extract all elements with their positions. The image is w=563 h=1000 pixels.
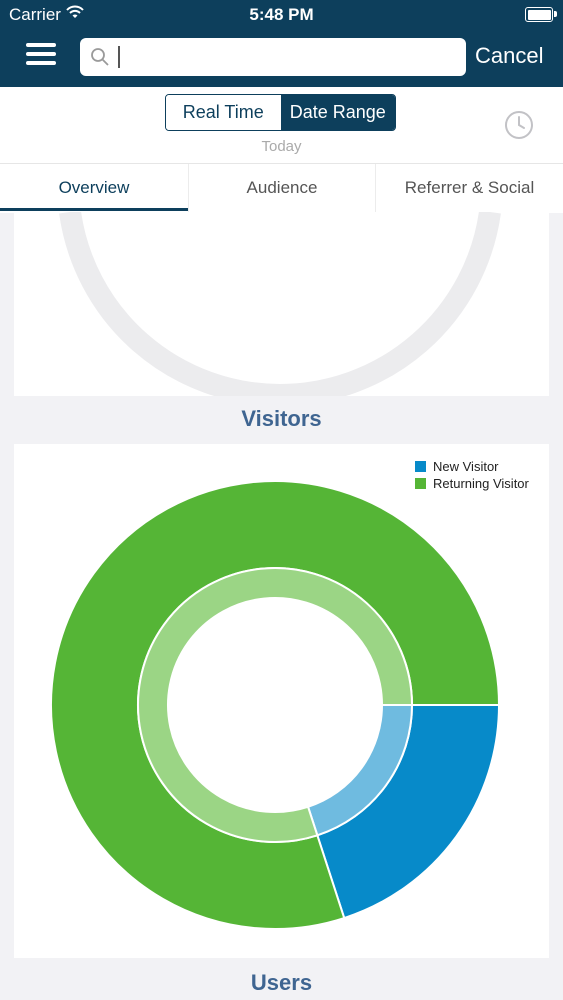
tab-divider [375,164,376,212]
status-bar: Carrier 5:48 PM [0,0,563,30]
real-time-segment[interactable]: Real Time [166,95,281,130]
visitors-donut-chart [50,480,501,930]
visitors-chart-card: New Visitor Returning Visitor [14,444,549,958]
tab-bar: Overview Audience Referrer & Social [0,163,563,213]
search-field[interactable] [80,38,466,76]
tab-referrer-social[interactable]: Referrer & Social [404,178,535,197]
previous-chart-ring [59,212,501,396]
range-controls: Real Time Date Range Today [0,87,563,163]
legend-swatch [415,461,426,472]
donut-inner-slice-returning-visitor [137,567,414,843]
wifi-icon [66,4,84,24]
users-section-title: Users [250,970,313,995]
status-time: 5:48 PM [249,5,314,24]
previous-chart-card [14,212,549,396]
carrier-label: Carrier [9,5,61,24]
navigation-bar: Carrier 5:48 PM Cancel [0,0,563,87]
legend-item-returning-visitor: Returning Visitor [415,475,529,492]
clock-history-icon[interactable] [503,109,535,146]
battery-icon [525,7,557,22]
legend-label: New Visitor [433,459,499,474]
date-range-segment[interactable]: Date Range [280,95,395,130]
search-input[interactable] [116,42,460,74]
visitors-section-title: Visitors [241,406,322,431]
legend-label: Returning Visitor [433,476,529,491]
tab-audience[interactable]: Audience [246,178,318,197]
chart-legend: New Visitor Returning Visitor [415,458,529,492]
tab-divider [188,164,189,212]
active-tab-indicator [0,208,188,211]
tab-overview[interactable]: Overview [58,178,130,197]
legend-item-new-visitor: New Visitor [415,458,529,475]
cancel-button[interactable]: Cancel [475,43,544,68]
legend-swatch [415,478,426,489]
range-subtitle: Today [261,138,302,155]
search-icon [90,47,110,72]
hamburger-menu-icon[interactable] [26,43,58,69]
range-segmented-control[interactable]: Real Time Date Range [165,94,396,131]
